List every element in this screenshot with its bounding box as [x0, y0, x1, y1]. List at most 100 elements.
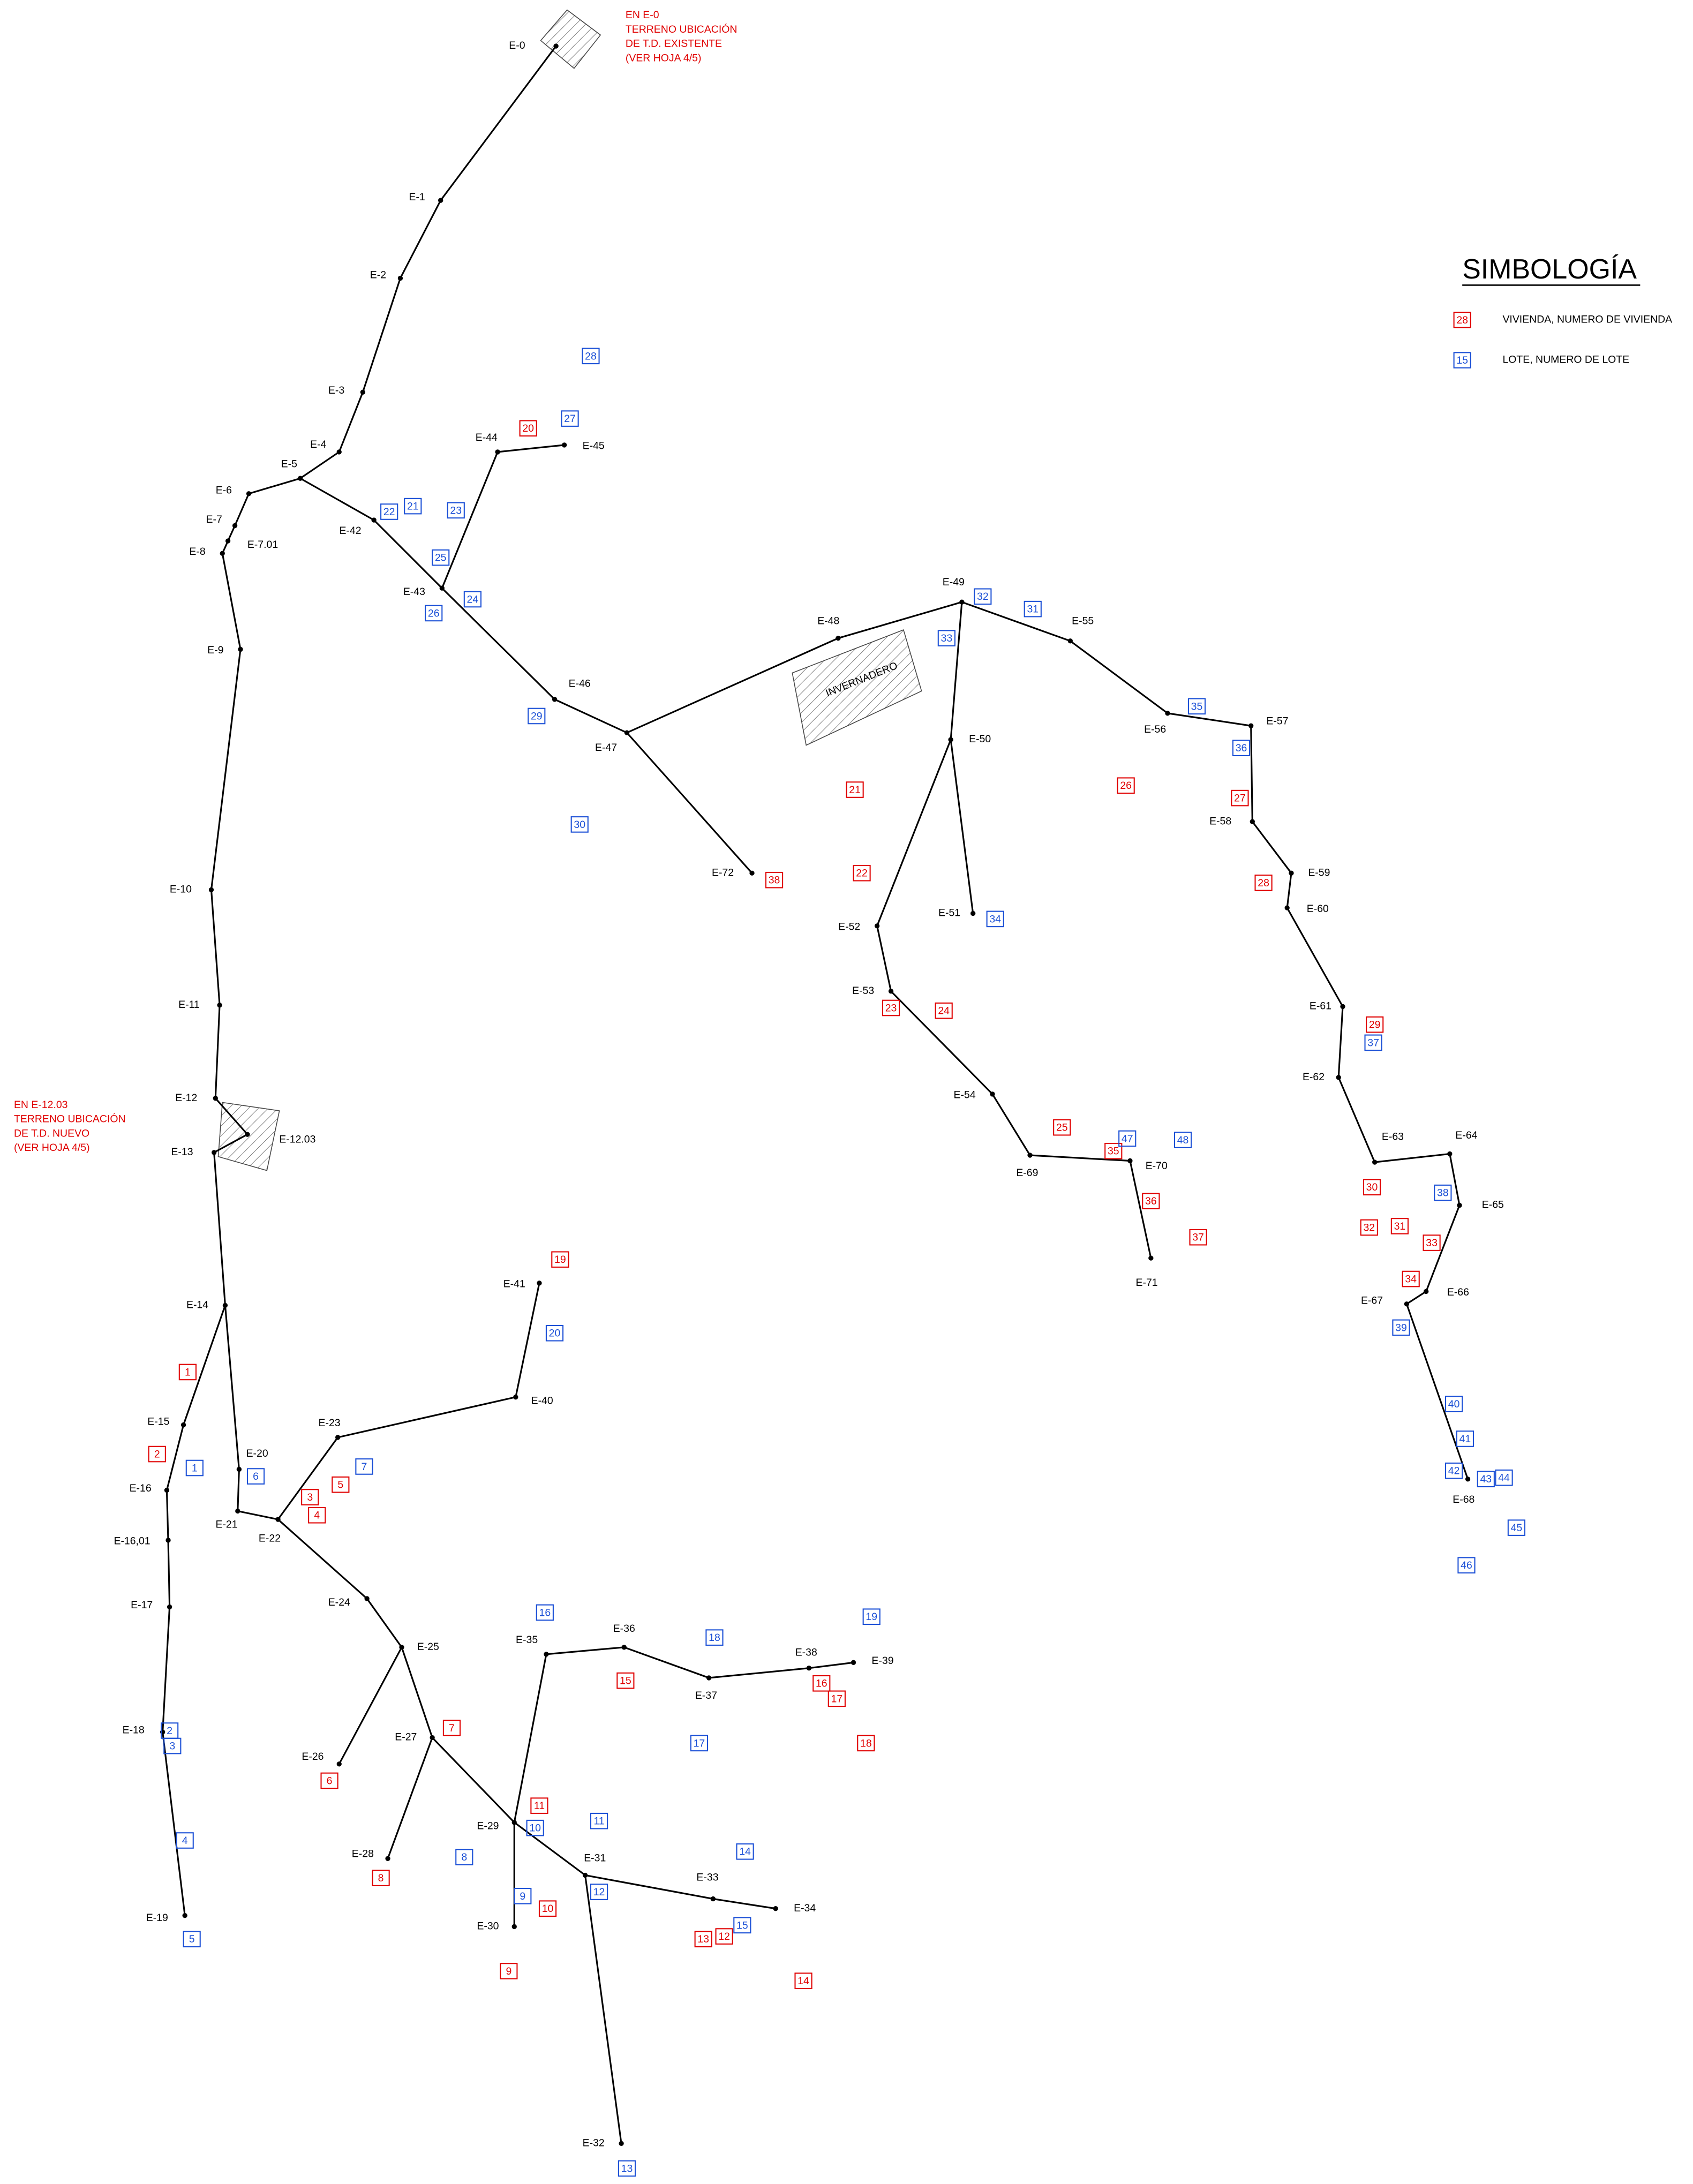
legend-label: LOTE, NUMERO DE LOTE: [1502, 354, 1629, 366]
node-dot: [537, 1281, 542, 1286]
lot-number: 8: [461, 1851, 467, 1863]
network-line: [299, 477, 374, 521]
lot-box: [536, 1604, 554, 1621]
node-dot: [511, 1820, 517, 1825]
lot-number: 46: [1461, 1560, 1472, 1571]
node-dot: [335, 1435, 341, 1440]
node-label: E-21: [215, 1519, 237, 1531]
house-box: [857, 1735, 875, 1752]
node-label: E-19: [146, 1912, 168, 1924]
lot-number: 10: [529, 1822, 541, 1834]
node-dot: [275, 1517, 281, 1522]
network-line: [554, 698, 628, 734]
network-line: [213, 1133, 248, 1154]
node-label: E-51: [938, 907, 960, 919]
lot-box: [590, 1884, 608, 1900]
node-label: E-23: [319, 1417, 341, 1429]
node-label: E-33: [696, 1872, 718, 1884]
lot-number: 40: [1448, 1398, 1460, 1410]
node-dot: [360, 389, 366, 395]
node-label: E-6: [216, 485, 232, 496]
node-label: E-7.01: [247, 539, 278, 551]
house-box: [1360, 1219, 1378, 1236]
lot-box: [163, 1737, 182, 1754]
house-box: [1231, 789, 1249, 807]
note-line: EN E-12.03: [14, 1099, 68, 1111]
network-line: [213, 1152, 226, 1306]
lot-box: [1477, 1471, 1495, 1488]
node-dot: [217, 1003, 222, 1008]
node-label: E-68: [1453, 1494, 1474, 1505]
house-number: 19: [554, 1254, 566, 1266]
node-label: E-22: [259, 1533, 281, 1545]
network-line: [623, 1646, 710, 1679]
node-dot: [336, 449, 342, 455]
node-label: E-18: [123, 1724, 145, 1736]
node-dot: [165, 1538, 171, 1543]
network-line: [440, 46, 557, 201]
lot-box: [1118, 1130, 1137, 1147]
lot-box: [1457, 1557, 1476, 1573]
lot-number: 31: [1027, 604, 1039, 615]
lot-number: 27: [564, 413, 576, 425]
node-label: E-36: [613, 1623, 635, 1635]
house-box: [846, 781, 864, 798]
lot-box: [570, 816, 589, 833]
lot-box: [1434, 1184, 1452, 1201]
node-dot: [1127, 1158, 1133, 1164]
node-label: E-44: [476, 432, 498, 443]
network-line: [214, 1005, 221, 1098]
network-line: [514, 1821, 586, 1876]
node-label: E-69: [1016, 1167, 1038, 1179]
house-box: [765, 871, 784, 888]
house-box: [442, 1720, 461, 1736]
lot-number: 34: [989, 913, 1001, 925]
lot-number: 15: [736, 1919, 748, 1931]
node-label: E-59: [1308, 867, 1330, 878]
node-label: E-46: [569, 677, 591, 689]
lot-number: 21: [407, 501, 419, 513]
house-box: [694, 1931, 712, 1948]
house-number: 30: [1366, 1181, 1378, 1193]
node-dot: [297, 476, 303, 481]
house-box: [308, 1507, 326, 1524]
house-box: [320, 1772, 338, 1789]
network-line: [809, 1661, 854, 1669]
house-box: [178, 1364, 197, 1381]
lot-box: [514, 1888, 532, 1904]
node-dot: [222, 1302, 228, 1308]
network-line: [513, 1654, 547, 1823]
house-number: 17: [831, 1693, 843, 1705]
house-number: 23: [885, 1002, 897, 1014]
network-line: [162, 1607, 171, 1733]
network-line: [876, 925, 892, 992]
house-number: 26: [1120, 780, 1132, 792]
network-line: [1250, 726, 1253, 822]
node-dot: [180, 1422, 186, 1428]
node-label: E-28: [352, 1848, 374, 1860]
network-line: [838, 601, 962, 639]
legend-title: SIMBOLOGÍA: [1462, 253, 1637, 284]
node-dot: [513, 1394, 518, 1400]
node-label: E-7: [206, 514, 222, 525]
lot-number: 24: [467, 593, 479, 605]
node-label: E-60: [1307, 903, 1329, 915]
lot-box: [528, 707, 546, 725]
house-box: [1117, 777, 1135, 794]
lot-number: 48: [1177, 1134, 1189, 1146]
house-number: 16: [816, 1678, 827, 1690]
house-number: 32: [1363, 1222, 1375, 1233]
lot-number: 13: [621, 2163, 633, 2174]
house-box: [1104, 1142, 1123, 1159]
house-number: 27: [1234, 793, 1246, 804]
node-label: E-26: [302, 1751, 323, 1763]
lot-number: 41: [1459, 1433, 1471, 1445]
node-dot: [773, 1906, 778, 1911]
network-line: [441, 588, 555, 700]
node-label: E-45: [583, 440, 605, 452]
lot-number: 11: [593, 1816, 604, 1827]
node-dot: [561, 442, 567, 448]
node-dot: [948, 737, 953, 742]
